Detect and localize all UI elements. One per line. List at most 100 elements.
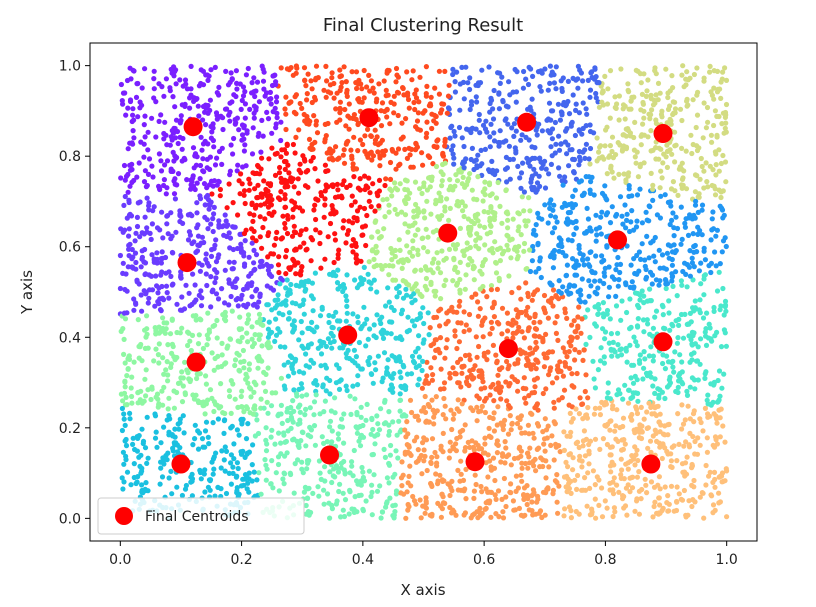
data-point: [562, 200, 568, 206]
data-point: [217, 193, 223, 199]
data-point: [254, 286, 260, 292]
data-point: [390, 277, 396, 283]
data-point: [431, 421, 437, 427]
data-point: [720, 285, 726, 292]
data-point: [344, 231, 350, 237]
data-point: [570, 156, 576, 162]
data-point: [572, 187, 578, 193]
data-point: [444, 196, 450, 202]
data-point: [473, 440, 479, 446]
data-point: [503, 503, 509, 510]
data-point: [622, 441, 628, 447]
data-point: [679, 402, 685, 408]
data-point: [164, 142, 170, 148]
data-point: [393, 358, 399, 364]
data-point: [365, 185, 371, 191]
data-point: [525, 290, 531, 296]
data-point: [344, 310, 350, 316]
data-point: [622, 503, 629, 509]
data-point: [539, 165, 545, 171]
data-point: [117, 285, 123, 292]
data-point: [634, 218, 640, 224]
data-point: [659, 175, 665, 181]
data-point: [570, 92, 576, 98]
data-point: [583, 341, 589, 347]
data-point: [272, 305, 278, 311]
data-point: [430, 270, 436, 276]
data-point: [411, 498, 418, 504]
data-point: [164, 290, 170, 296]
data-point: [507, 176, 513, 182]
data-point: [545, 220, 551, 226]
data-point: [687, 430, 693, 436]
data-point: [204, 185, 210, 191]
data-point: [209, 129, 215, 135]
data-point: [208, 221, 214, 227]
data-point: [691, 477, 697, 484]
data-point: [648, 96, 654, 102]
data-point: [476, 373, 482, 379]
data-point: [700, 490, 706, 496]
data-point: [593, 212, 599, 218]
data-point: [284, 142, 290, 148]
data-point: [613, 267, 619, 273]
data-point: [321, 440, 327, 446]
data-point: [344, 272, 350, 278]
data-point: [413, 459, 419, 465]
data-point: [313, 63, 320, 69]
data-point: [416, 210, 422, 216]
data-point: [430, 161, 436, 167]
data-point: [704, 310, 710, 316]
data-point: [127, 241, 133, 247]
data-point: [484, 357, 490, 363]
data-point: [210, 471, 216, 477]
data-point: [225, 82, 232, 88]
data-point: [603, 399, 609, 405]
data-point: [563, 273, 569, 279]
data-point: [579, 464, 585, 470]
data-point: [487, 144, 493, 150]
data-point: [238, 241, 244, 247]
data-point: [435, 500, 441, 506]
data-point: [674, 484, 680, 490]
data-point: [450, 365, 456, 371]
data-point: [438, 296, 444, 302]
data-point: [179, 307, 185, 313]
data-point: [222, 300, 228, 306]
data-point: [131, 307, 137, 313]
data-point: [355, 319, 361, 326]
data-point: [650, 197, 656, 203]
data-point: [145, 488, 151, 494]
data-point: [215, 416, 221, 422]
data-point: [441, 395, 447, 402]
data-point: [251, 247, 257, 253]
data-point: [521, 208, 527, 214]
data-point: [259, 343, 265, 349]
data-point: [570, 205, 576, 211]
data-point: [431, 355, 438, 361]
data-point: [476, 409, 482, 415]
data-point: [343, 318, 349, 324]
data-point: [269, 145, 275, 151]
data-point: [251, 115, 257, 121]
data-point: [392, 253, 398, 260]
data-point: [449, 123, 455, 129]
data-point: [506, 79, 512, 85]
data-point: [521, 248, 527, 254]
data-point: [525, 160, 531, 166]
data-point: [252, 406, 258, 412]
data-point: [394, 89, 401, 95]
data-point: [360, 506, 366, 512]
data-point: [566, 163, 572, 169]
data-point: [203, 256, 209, 263]
data-point: [650, 325, 657, 331]
data-point: [546, 171, 552, 177]
data-point: [295, 457, 301, 463]
data-point: [341, 147, 347, 153]
data-point: [170, 343, 176, 350]
data-point: [283, 111, 289, 117]
data-point: [138, 139, 144, 145]
data-point: [389, 257, 395, 263]
data-point: [455, 397, 461, 403]
data-point: [126, 199, 132, 206]
